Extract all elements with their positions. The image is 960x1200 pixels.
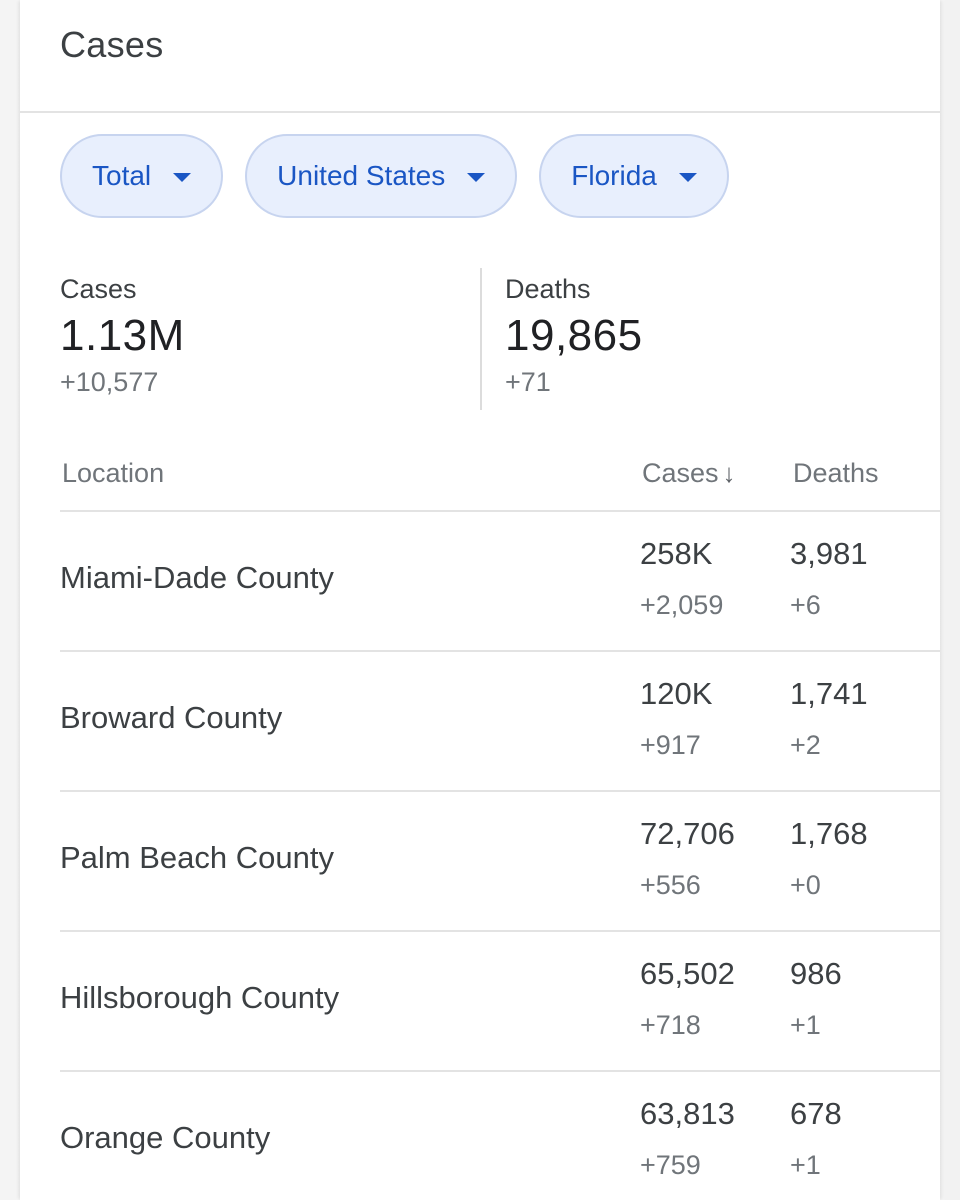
- arrow-drop-down-icon: [467, 172, 486, 182]
- row-cases: 63,813: [640, 1096, 735, 1131]
- row-deaths: 678: [790, 1096, 842, 1131]
- filter-chip-region[interactable]: Florida: [539, 134, 729, 218]
- deaths-summary: Deaths 19,865 +71: [505, 268, 643, 398]
- column-header-deaths[interactable]: Deaths: [793, 458, 879, 488]
- summary-stats: Cases 1.13M +10,577 Deaths 19,865 +71: [60, 268, 940, 410]
- row-location: Orange County: [60, 1120, 271, 1155]
- row-cases: 120K: [640, 676, 713, 711]
- row-location: Palm Beach County: [60, 840, 334, 875]
- table-row[interactable]: Broward County 120K +917 1,741 +2: [60, 652, 940, 792]
- filter-chip-label: Florida: [571, 160, 657, 191]
- column-header-cases[interactable]: Cases ↓: [642, 458, 736, 489]
- row-deaths: 3,981: [790, 536, 868, 571]
- table-row[interactable]: Palm Beach County 72,706 +556 1,768 +0: [60, 792, 940, 932]
- summary-divider: [480, 268, 482, 410]
- arrow-drop-down-icon: [173, 172, 192, 182]
- deaths-summary-value: 19,865: [505, 311, 643, 360]
- filter-chip-label: United States: [277, 160, 446, 191]
- row-cases-delta: +2,059: [640, 590, 724, 620]
- row-deaths-delta: +6: [790, 590, 821, 620]
- row-cases-delta: +718: [640, 1010, 701, 1040]
- location-table: Location Cases ↓ Deaths Miami-Dade County…: [60, 440, 940, 1200]
- filter-chip-metric[interactable]: Total: [60, 134, 224, 218]
- row-deaths-delta: +1: [790, 1150, 821, 1180]
- arrow-drop-down-icon: [678, 172, 697, 182]
- deaths-summary-delta: +71: [505, 367, 551, 397]
- card-header: Cases: [20, 0, 940, 113]
- row-deaths: 1,741: [790, 676, 868, 711]
- filter-chip-country[interactable]: United States: [245, 134, 518, 218]
- column-header-cases-label: Cases: [642, 458, 719, 488]
- row-location: Miami-Dade County: [60, 560, 334, 595]
- row-location: Broward County: [60, 700, 283, 735]
- cases-summary-label: Cases: [60, 274, 137, 304]
- row-cases: 258K: [640, 536, 713, 571]
- filter-chips: Total United States Florida: [60, 134, 729, 218]
- deaths-summary-label: Deaths: [505, 274, 591, 304]
- row-deaths: 1,768: [790, 816, 868, 851]
- table-header: Location Cases ↓ Deaths: [60, 440, 940, 512]
- row-deaths: 986: [790, 956, 842, 991]
- sort-descending-icon: ↓: [722, 458, 736, 488]
- table-row[interactable]: Miami-Dade County 258K +2,059 3,981 +6: [60, 512, 940, 652]
- cases-summary: Cases 1.13M +10,577: [60, 268, 185, 398]
- table-row[interactable]: Hillsborough County 65,502 +718 986 +1: [60, 932, 940, 1072]
- row-deaths-delta: +1: [790, 1010, 821, 1040]
- card-title: Cases: [60, 24, 164, 65]
- row-cases-delta: +759: [640, 1150, 701, 1180]
- covid-stats-card: Cases Total United States Florida Cases …: [20, 0, 940, 1200]
- row-deaths-delta: +2: [790, 730, 821, 760]
- row-cases: 65,502: [640, 956, 735, 991]
- row-deaths-delta: +0: [790, 870, 821, 900]
- table-row[interactable]: Orange County 63,813 +759 678 +1: [60, 1072, 940, 1200]
- row-location: Hillsborough County: [60, 980, 340, 1015]
- column-header-location[interactable]: Location: [62, 458, 165, 488]
- cases-summary-value: 1.13M: [60, 311, 185, 360]
- row-cases-delta: +556: [640, 870, 701, 900]
- row-cases-delta: +917: [640, 730, 701, 760]
- cases-summary-delta: +10,577: [60, 367, 159, 397]
- filter-chip-label: Total: [92, 160, 152, 191]
- row-cases: 72,706: [640, 816, 735, 851]
